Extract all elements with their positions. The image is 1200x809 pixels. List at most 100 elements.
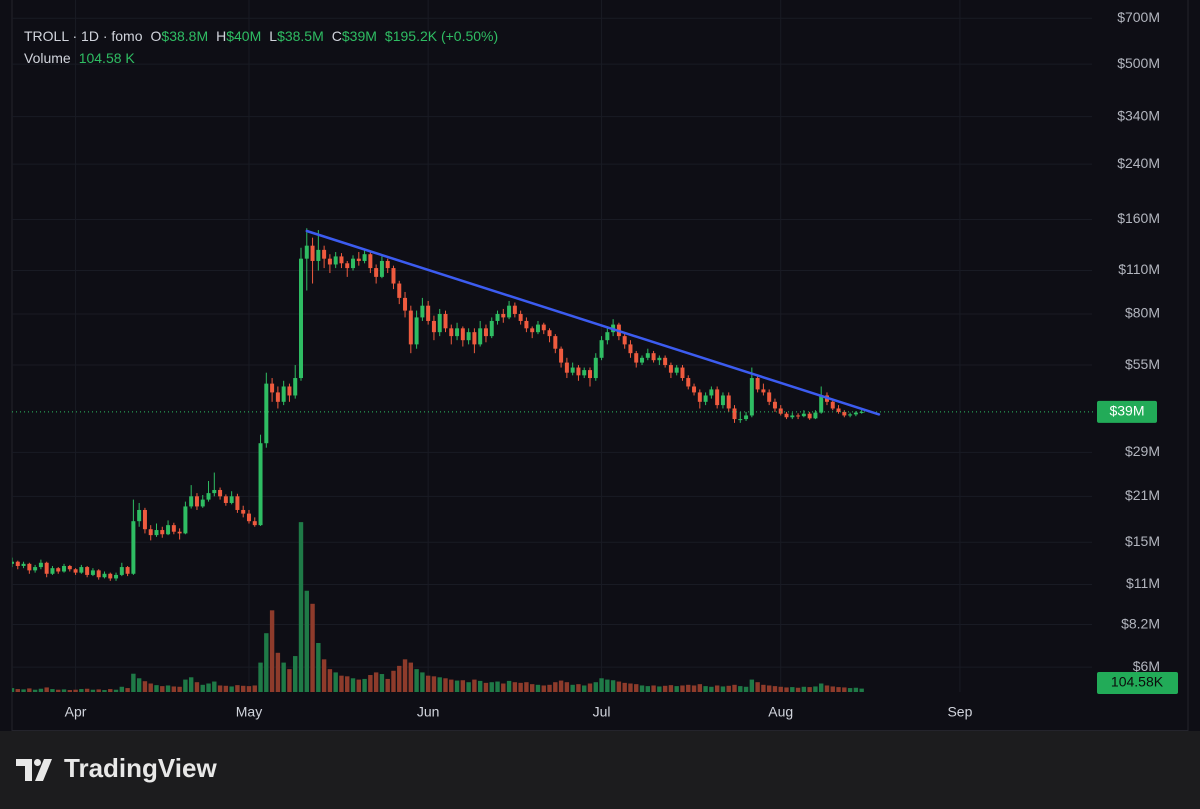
logo-glyph bbox=[16, 759, 32, 781]
volume-bar bbox=[732, 684, 737, 692]
y-tick-label: $15M bbox=[1125, 533, 1160, 549]
volume-bar bbox=[622, 682, 627, 692]
candle-body bbox=[166, 525, 171, 535]
candle-body bbox=[489, 320, 494, 337]
candle-body bbox=[33, 567, 38, 571]
volume-bar bbox=[697, 684, 703, 692]
x-tick-label: Aug bbox=[768, 704, 793, 720]
volume-bar bbox=[605, 679, 610, 692]
candle-body bbox=[142, 509, 147, 530]
change: $195.2K (+0.50%) bbox=[384, 28, 499, 44]
volume-bar bbox=[610, 680, 616, 692]
candle-body bbox=[784, 413, 789, 418]
candle-body bbox=[709, 389, 714, 396]
candle-body bbox=[628, 344, 633, 354]
candle-body bbox=[507, 305, 512, 318]
volume-bar bbox=[628, 683, 633, 692]
tradingview-logo: TradingView bbox=[16, 753, 217, 783]
candle-body bbox=[21, 563, 26, 566]
candle-body bbox=[420, 305, 425, 318]
candle-body bbox=[749, 378, 754, 416]
y-tick-label: $11M bbox=[1126, 575, 1160, 591]
x-tick-label: Jul bbox=[593, 704, 611, 720]
volume-bar bbox=[431, 676, 437, 692]
volume-bar bbox=[281, 662, 286, 692]
volume-bar bbox=[12, 688, 15, 692]
volume-bar bbox=[200, 684, 205, 692]
candle-body bbox=[576, 367, 581, 376]
volume-bar bbox=[90, 689, 96, 692]
candle-body bbox=[339, 256, 344, 264]
volume-bar bbox=[524, 682, 529, 692]
candle-body bbox=[356, 258, 361, 261]
y-tick-label: $340M bbox=[1117, 107, 1160, 123]
volume-bar bbox=[316, 643, 321, 692]
volume-bar bbox=[194, 682, 200, 692]
volume-bar bbox=[183, 679, 188, 692]
volume-bar bbox=[73, 689, 78, 692]
volume-bar bbox=[443, 678, 448, 692]
volume-bar bbox=[755, 682, 760, 692]
candle-body bbox=[778, 408, 783, 414]
candle-body bbox=[530, 328, 535, 333]
candle-body bbox=[119, 567, 124, 575]
candle-body bbox=[368, 254, 373, 269]
candle-body bbox=[466, 332, 471, 341]
candle-body bbox=[252, 521, 257, 526]
volume-bar bbox=[535, 684, 541, 692]
volume-bar bbox=[472, 679, 477, 692]
candle-body bbox=[645, 353, 650, 358]
volume-bar bbox=[709, 686, 714, 692]
volume-bar bbox=[582, 685, 587, 692]
volume-header: Volume 104.58 K bbox=[24, 50, 135, 66]
volume-bar bbox=[795, 687, 801, 692]
candle-body bbox=[512, 305, 517, 314]
candle-body bbox=[472, 332, 477, 345]
x-tick-label: May bbox=[236, 704, 262, 720]
volume-bar bbox=[466, 682, 471, 692]
ohlc-value: $38.8M bbox=[161, 28, 209, 44]
candle-body bbox=[524, 320, 529, 329]
y-tick-label: $500M bbox=[1117, 55, 1160, 71]
volume-bar bbox=[310, 603, 315, 692]
candle-body bbox=[744, 415, 749, 420]
candle-body bbox=[322, 249, 327, 259]
volume-bar bbox=[853, 687, 859, 692]
volume-bar bbox=[397, 665, 402, 692]
volume-bar bbox=[125, 688, 130, 692]
volume-bar bbox=[15, 689, 20, 692]
volume-bar bbox=[686, 684, 691, 692]
overlay: $700M $500M $340M $240M $160M $110M $80M $55M $2… bbox=[12, 9, 1178, 720]
volume-bar bbox=[506, 680, 512, 692]
candle-body bbox=[241, 509, 246, 514]
candle-body bbox=[761, 389, 766, 393]
volume-bar bbox=[495, 681, 500, 692]
ohlc-value: $39M bbox=[341, 28, 377, 44]
volume-bar bbox=[420, 672, 425, 692]
y-tick-label: $29M bbox=[1125, 443, 1160, 459]
volume-bar bbox=[766, 685, 772, 692]
candle-body bbox=[634, 353, 639, 363]
candle-body bbox=[726, 395, 731, 409]
volume-bar bbox=[241, 685, 246, 692]
volume-bar bbox=[489, 682, 494, 692]
y-tick-label: $8.2M bbox=[1121, 615, 1160, 631]
volume-bar bbox=[576, 684, 581, 692]
y-tick-label: $110M bbox=[1118, 261, 1160, 277]
volume-bar bbox=[477, 680, 483, 692]
volume-bar bbox=[703, 686, 708, 692]
candle-body bbox=[391, 268, 396, 284]
volume-bar bbox=[813, 686, 818, 692]
candle-body bbox=[96, 570, 101, 578]
volume-bar bbox=[79, 689, 84, 692]
volume-bar bbox=[298, 522, 304, 692]
volume-bar bbox=[61, 689, 67, 692]
volume-bar bbox=[738, 686, 743, 692]
volume-bar bbox=[350, 678, 356, 692]
volume-bar bbox=[657, 686, 662, 692]
volume-bar bbox=[645, 686, 650, 692]
ohlc-key: O bbox=[150, 28, 162, 44]
volume-bar bbox=[44, 687, 49, 692]
volume-bar bbox=[651, 685, 656, 692]
candle-body bbox=[842, 411, 847, 416]
